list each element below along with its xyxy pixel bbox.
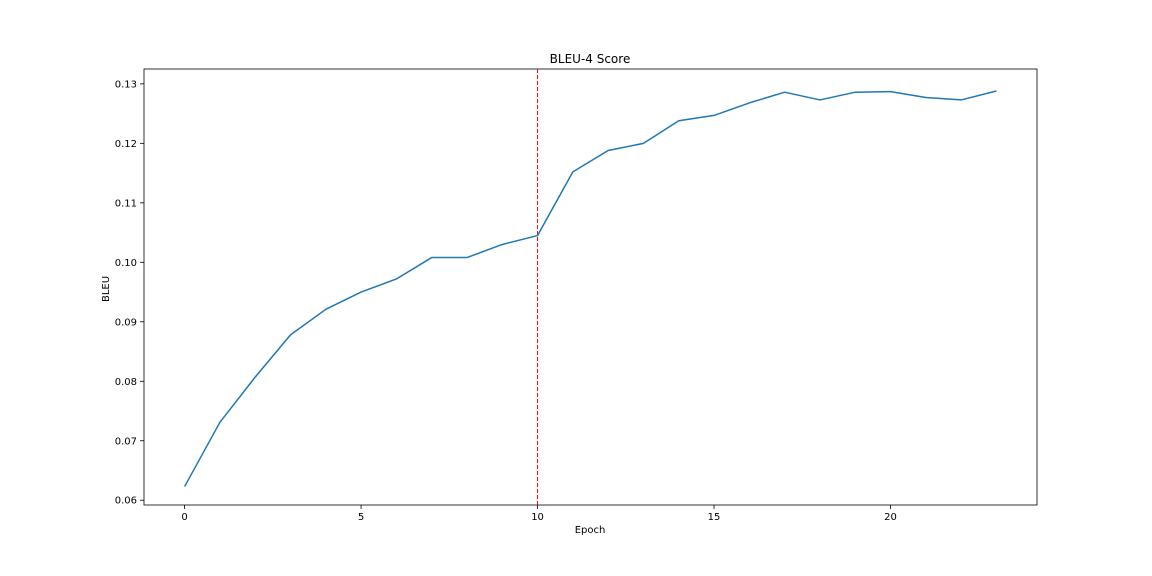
y-tick-label: 0.12 (115, 139, 137, 150)
y-tick-label: 0.13 (115, 79, 137, 90)
x-axis-label: Epoch (575, 525, 606, 536)
y-axis-label: BLEU (101, 276, 112, 302)
y-tick-label: 0.06 (115, 496, 137, 507)
x-tick-label: 10 (531, 512, 544, 523)
plot-area: 0 5 10 15 20 0.06 0.07 0.08 0.09 0.10 0.11 0.12 0.13 (115, 68, 1038, 523)
y-tick-label: 0.08 (115, 377, 137, 388)
x-tick-label: 5 (358, 512, 364, 523)
y-tick-label: 0.10 (115, 258, 137, 269)
chart-title: BLEU-4 Score (550, 52, 631, 66)
y-tick-label: 0.07 (115, 436, 137, 447)
x-tick-label: 20 (884, 512, 897, 523)
y-tick-label: 0.11 (115, 198, 137, 209)
x-tick-label: 15 (708, 512, 721, 523)
series-line (183, 90, 997, 487)
x-tick-label: 0 (181, 512, 187, 523)
plot-frame (143, 68, 1038, 506)
y-tick-label: 0.09 (115, 317, 137, 328)
